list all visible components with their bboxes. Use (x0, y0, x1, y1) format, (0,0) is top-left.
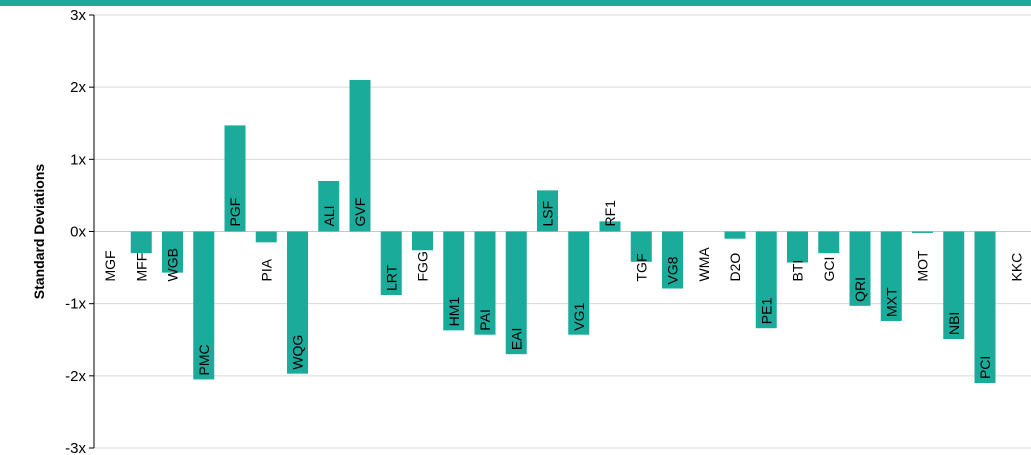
bar-gvf (349, 79, 371, 232)
category-label-fgg: FGG (415, 251, 431, 281)
bar-pci (974, 231, 996, 384)
category-label-mot: MOT (915, 250, 931, 282)
bar-ali (318, 180, 340, 232)
bar-pia (255, 231, 277, 243)
category-label-gvf: GVF (352, 198, 368, 227)
category-label-pia: PIA (258, 258, 274, 281)
bar-bti (787, 231, 808, 263)
bar-tgf (630, 231, 652, 262)
y-tick-label: 1x (70, 151, 86, 168)
category-label-wqg: WQG (290, 335, 306, 370)
bar-pgf (224, 125, 246, 232)
grid-lines (94, 14, 1031, 449)
y-tick-label: 2x (70, 79, 86, 96)
category-label-lsf: LSF (540, 201, 556, 227)
category-label-rf1: RF1 (602, 200, 618, 227)
bar-eai (505, 231, 527, 355)
category-label-pci: PCI (977, 356, 993, 379)
category-label-hm1: HM1 (446, 297, 462, 327)
bar-d2o (724, 231, 746, 239)
category-label-bti: BTI (790, 260, 806, 282)
bar-vg8 (662, 231, 683, 289)
bar-gci (818, 231, 840, 254)
y-axis-title: Standard Deviations (31, 164, 47, 300)
bar-fgg (412, 231, 433, 251)
bar-pe1 (755, 231, 777, 329)
y-tick-label: 3x (70, 7, 86, 24)
bar-qri (849, 231, 871, 306)
bar-nbi (943, 231, 965, 340)
y-tick-label: -1x (65, 296, 86, 313)
category-label-pe1: PE1 (758, 298, 774, 325)
category-label-pai: PAI (477, 309, 493, 331)
bar-lrt (380, 231, 402, 296)
bar-wgb (162, 231, 183, 273)
bar-wqg (287, 231, 308, 374)
category-label-lrt: LRT (383, 264, 399, 291)
y-tick-label: 0x (70, 224, 86, 241)
bar-mff (130, 231, 152, 254)
category-label-mgf: MGF (102, 250, 118, 281)
category-label-nbi: NBI (946, 312, 962, 335)
category-label-kkc: KKC (1008, 253, 1024, 282)
category-label-ali: ALI (321, 205, 337, 226)
bar-pai (474, 231, 496, 335)
category-label-wgb: WGB (165, 248, 181, 281)
top-accent-band (0, 0, 1031, 6)
category-label-pgf: PGF (227, 198, 243, 227)
y-axis: -3x -2x -1x 0x 1x 2x 3x (65, 7, 95, 455)
bar-mxt (880, 231, 902, 321)
y-tick-label: -3x (65, 440, 86, 455)
bar-hm1 (443, 231, 465, 331)
category-label-wma: WMA (696, 247, 712, 282)
category-label-gci: GCI (821, 257, 837, 282)
bar-rf1 (599, 221, 621, 232)
category-label-pmc: PMC (196, 344, 212, 375)
category-label-mxt: MXT (883, 287, 899, 317)
bar-lsf (537, 190, 558, 232)
category-label-vg8: VG8 (665, 256, 681, 284)
category-label-eai: EAI (508, 328, 524, 351)
bar-pmc (193, 231, 215, 380)
category-label-mff: MFF (133, 253, 149, 282)
bar-vg1 (568, 231, 590, 335)
y-tick-label: -2x (65, 368, 86, 385)
category-labels: MGF MFF WGB PMC PGF PIA WQG ALI GVF LRT FGG HM1 PAI E… (102, 198, 1024, 379)
category-label-vg1: VG1 (571, 302, 587, 330)
category-label-tgf: TGF (633, 254, 649, 282)
category-label-qri: QRI (852, 277, 868, 302)
category-label-d2o: D2O (727, 253, 743, 282)
bars (130, 79, 996, 384)
bar-mot (912, 231, 933, 233)
